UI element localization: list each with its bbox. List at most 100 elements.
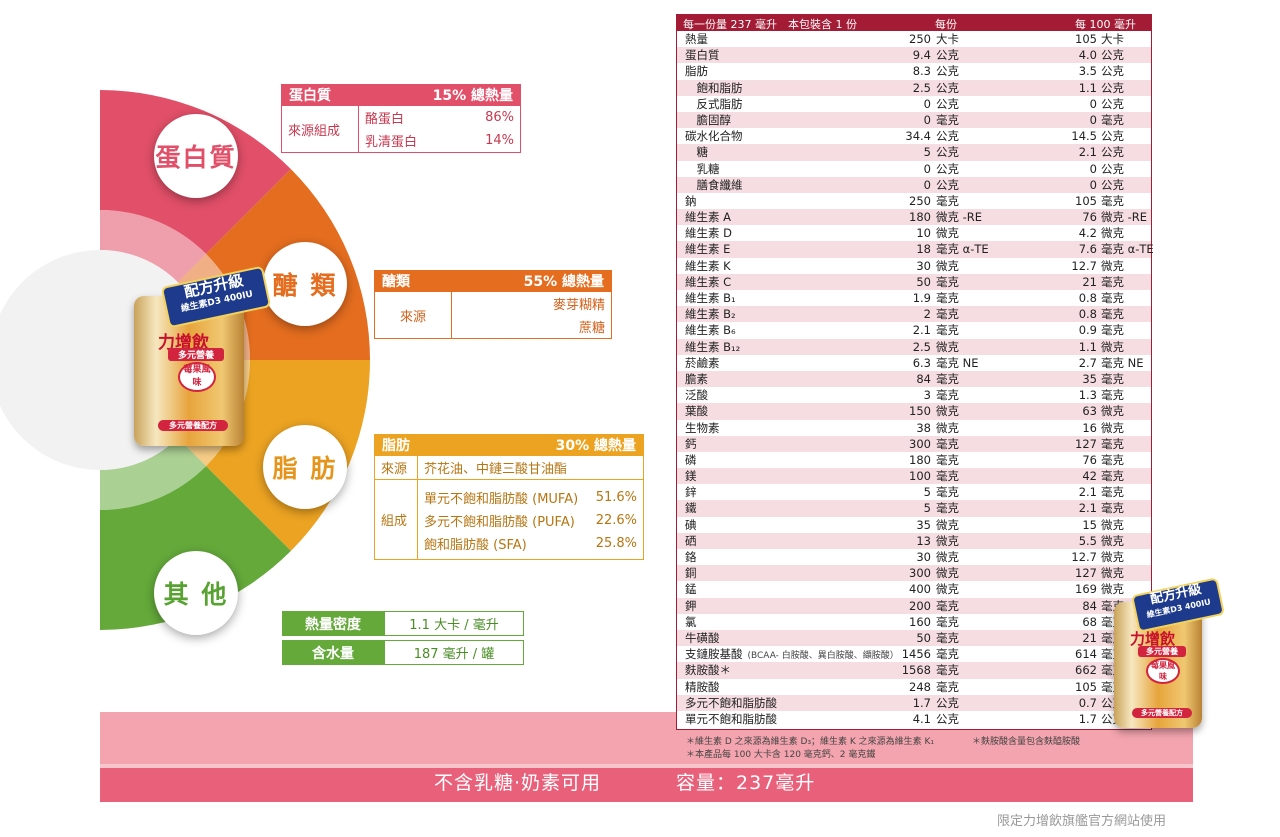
per-serving-value: 2.5 <box>912 80 931 95</box>
protein-box: 蛋白質 15% 總熱量 來源組成 酪蛋白 86% 乳清蛋白 14% <box>281 84 521 153</box>
nutrient-name: 乳糖 <box>685 161 720 176</box>
nutrient-name: 葉酸 <box>685 404 708 419</box>
nutrition-table: 每一份量 237 毫升 本包裝含 1 份 每份 每 100 毫升 熱量 250 大卡… <box>676 14 1154 730</box>
nutrition-row: 飽和脂肪 2.5 公克 1.1 公克 <box>677 79 1151 96</box>
nutrition-row: 維生素 B₂ 2 毫克 0.8 毫克 <box>677 306 1151 323</box>
per-serving-unit: 公克 <box>936 48 959 63</box>
other-segment-inner <box>100 437 207 510</box>
protein-item-name: 乳清蛋白 <box>365 135 418 150</box>
per-serving-unit: 毫克 <box>936 388 959 403</box>
nutrient-name: 鐵 <box>685 501 697 516</box>
nutrition-row: 維生素 D 10 微克 4.2 微克 <box>677 225 1151 241</box>
per-100ml-unit: 公克 <box>1101 96 1124 111</box>
nutrition-header: 每一份量 237 毫升 本包裝含 1 份 每份 每 100 毫升 <box>677 15 1151 31</box>
nutrient-name: 生物素 <box>685 420 720 435</box>
nutrient-name: 硒 <box>685 533 697 548</box>
per-serving-value: 50 <box>916 630 931 645</box>
flavor-label: 莓果風味 <box>1146 658 1180 684</box>
nutrient-name: 維生素 B₁ <box>685 291 736 305</box>
nutrition-row: 鈣 300 毫克 127 毫克 <box>677 435 1151 452</box>
per-serving-unit: 毫克 <box>936 436 959 451</box>
nutrient-name: 鎂 <box>685 469 697 484</box>
nutrition-row: 銅 300 微克 127 微克 <box>677 565 1151 582</box>
per-serving-value: 150 <box>909 404 931 419</box>
nutrition-row: 磷 180 毫克 76 毫克 <box>677 452 1151 468</box>
product-tag: 多元營養配方 <box>1132 708 1192 718</box>
per-100ml-value: 68 <box>1082 614 1097 629</box>
nutrition-row: 乳糖 0 公克 0 公克 <box>677 161 1151 177</box>
per-serving-value: 0 <box>923 112 931 127</box>
per-serving-value: 250 <box>909 193 931 208</box>
per-100ml-value: 14.5 <box>1071 129 1097 144</box>
per-100ml-unit: 大卡 <box>1101 32 1124 46</box>
fat-item-value: 51.6% <box>595 490 637 505</box>
nutrition-row: 熱量 250 大卡 105 大卡 <box>677 31 1151 47</box>
per-serving-unit: 微克 <box>936 258 959 273</box>
per-100ml-value: 63 <box>1082 404 1097 419</box>
per-100ml-unit: 微克 <box>1101 517 1124 532</box>
per-serving-value: 100 <box>909 469 931 484</box>
fat-item-name: 多元不飽和脂肪酸 (PUFA) <box>424 515 575 530</box>
protein-item-value: 86% <box>485 110 514 125</box>
nutrition-row: 膽素 84 毫克 35 毫克 <box>677 370 1151 388</box>
per-100ml-value: 84 <box>1082 598 1097 613</box>
nutrition-row: 蛋白質 9.4 公克 4.0 公克 <box>677 47 1151 64</box>
lactose-free-label: 不含乳糖‧奶素可用 <box>434 772 602 794</box>
per-serving-unit: 公克 <box>936 80 959 95</box>
per-100ml-unit: 毫克 α-TE <box>1101 242 1154 257</box>
per-serving-unit: 公克 <box>936 161 959 176</box>
per-serving-unit: 毫克 <box>936 614 959 629</box>
nutrition-row: 維生素 C 50 毫克 21 毫克 <box>677 273 1151 290</box>
nutrient-name: 錳 <box>685 582 697 597</box>
product-tag: 多元營養配方 <box>158 420 228 431</box>
per-100ml-value: 2.7 <box>1078 355 1097 370</box>
nutrition-row: 碳水化合物 34.4 公克 14.5 公克 <box>677 128 1151 144</box>
nutrition-row: 碘 35 微克 15 微克 <box>677 517 1151 533</box>
nutrition-row: 維生素 B₁ 1.9 毫克 0.8 毫克 <box>677 290 1151 306</box>
per-serving-value: 248 <box>909 679 931 694</box>
per-serving-value: 2.1 <box>912 323 931 338</box>
per-100ml-value: 662 <box>1075 663 1097 678</box>
per-serving-unit: 毫克 <box>936 323 959 338</box>
nutrient-name: 碘 <box>685 517 697 532</box>
nutrient-name: 鋅 <box>685 485 697 500</box>
per-serving-value: 1456 <box>901 647 931 662</box>
per-serving-unit: 毫克 <box>936 630 959 645</box>
per-100ml-value: 0 <box>1089 96 1097 111</box>
per-100ml-value: 5.5 <box>1078 533 1097 548</box>
nutrient-name: 維生素 C <box>685 274 732 289</box>
per-100ml-unit: 微克 <box>1101 404 1124 419</box>
footnote-calcium-iron: ＊本產品每 100 大卡含 120 毫克鈣、2 毫克鐵 <box>686 750 876 760</box>
nutrition-row: 膳食纖維 0 公克 0 公克 <box>677 176 1151 193</box>
nutrient-name: 維生素 B₂ <box>685 307 736 322</box>
per-100ml-value: 35 <box>1082 371 1097 386</box>
nutrient-name: 單元不飽和脂肪酸 <box>685 711 777 726</box>
per-serving-value: 35 <box>916 517 931 532</box>
fat-circle: 脂 肪 <box>263 425 347 509</box>
per-100ml-unit: 毫克 <box>1101 193 1124 208</box>
nutrient-name: 多元不飽和脂肪酸 <box>685 695 777 710</box>
per-100ml-unit: 毫克 <box>1101 323 1124 338</box>
nutrition-row: 錳 400 微克 169 微克 <box>677 581 1151 597</box>
per-100ml-unit: 毫克 <box>1101 452 1124 467</box>
per-serving-value: 18 <box>916 242 931 257</box>
per-100ml-value: 2.1 <box>1078 145 1097 160</box>
per-100ml-value: 2.1 <box>1078 485 1097 500</box>
per-100ml-value: 105 <box>1075 32 1097 46</box>
per-100ml-value: 0.7 <box>1078 695 1097 710</box>
per-100ml-value: 4.2 <box>1078 226 1097 241</box>
per-serving-unit: 微克 <box>936 566 959 581</box>
per-serving-unit: 微克 <box>936 420 959 435</box>
per-100ml-unit: 微克 -RE <box>1101 210 1148 225</box>
per-100ml-unit: 毫克 <box>1101 436 1124 451</box>
per-100ml-unit: 毫克 <box>1101 485 1124 500</box>
per-serving-value: 38 <box>916 420 931 435</box>
per-serving-unit: 毫克 <box>936 274 959 289</box>
other-segment <box>100 466 291 630</box>
per-serving-value: 250 <box>909 32 931 46</box>
per-100ml-unit: 微克 <box>1101 258 1124 273</box>
carb-item: 蔗糖 <box>578 321 605 336</box>
nutrient-name: 脂肪 <box>685 64 708 79</box>
per-serving-unit: 公克 <box>936 64 959 79</box>
nutrient-name: 鈉 <box>685 193 697 208</box>
